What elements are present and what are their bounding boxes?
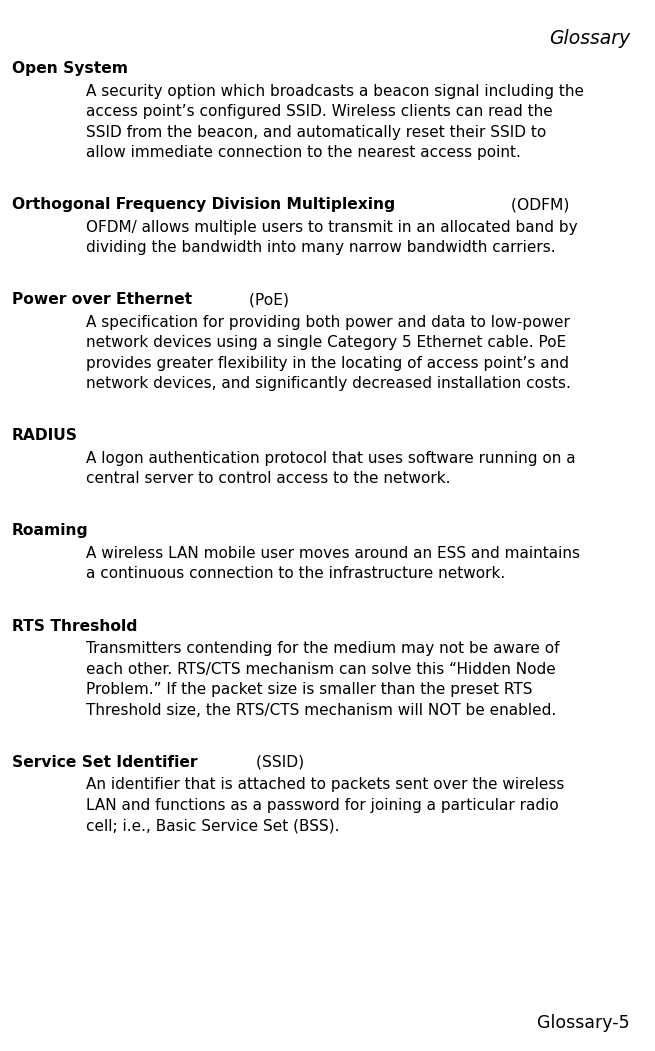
Text: Glossary-5: Glossary-5 (538, 1014, 630, 1032)
Text: A security option which broadcasts a beacon signal including the: A security option which broadcasts a bea… (86, 83, 584, 99)
Text: central server to control access to the network.: central server to control access to the … (86, 471, 451, 487)
Text: (PoE): (PoE) (244, 292, 290, 307)
Text: dividing the bandwidth into many narrow bandwidth carriers.: dividing the bandwidth into many narrow … (86, 240, 556, 255)
Text: Power over Ethernet: Power over Ethernet (12, 292, 192, 307)
Text: cell; i.e., Basic Service Set (BSS).: cell; i.e., Basic Service Set (BSS). (86, 818, 340, 833)
Text: A wireless LAN mobile user moves around an ESS and maintains: A wireless LAN mobile user moves around … (86, 545, 580, 561)
Text: Orthogonal Frequency Division Multiplexing: Orthogonal Frequency Division Multiplexi… (12, 197, 395, 212)
Text: Glossary: Glossary (549, 29, 630, 48)
Text: OFDM/ allows multiple users to transmit in an allocated band by: OFDM/ allows multiple users to transmit … (86, 220, 578, 234)
Text: (ODFM): (ODFM) (506, 197, 569, 212)
Text: An identifier that is attached to packets sent over the wireless: An identifier that is attached to packet… (86, 777, 565, 792)
Text: LAN and functions as a password for joining a particular radio: LAN and functions as a password for join… (86, 798, 559, 812)
Text: each other. RTS/CTS mechanism can solve this “Hidden Node: each other. RTS/CTS mechanism can solve … (86, 661, 556, 677)
Text: RADIUS: RADIUS (12, 428, 78, 444)
Text: provides greater flexibility in the locating of access point’s and: provides greater flexibility in the loca… (86, 355, 569, 371)
Text: network devices using a single Category 5 Ethernet cable. PoE: network devices using a single Category … (86, 335, 567, 350)
Text: access point’s configured SSID. Wireless clients can read the: access point’s configured SSID. Wireless… (86, 104, 553, 119)
Text: (SSID): (SSID) (251, 755, 305, 769)
Text: network devices, and significantly decreased installation costs.: network devices, and significantly decre… (86, 376, 571, 391)
Text: allow immediate connection to the nearest access point.: allow immediate connection to the neares… (86, 145, 521, 160)
Text: Open System: Open System (12, 61, 128, 76)
Text: Roaming: Roaming (12, 523, 88, 538)
Text: Transmitters contending for the medium may not be aware of: Transmitters contending for the medium m… (86, 641, 560, 656)
Text: A specification for providing both power and data to low-power: A specification for providing both power… (86, 314, 571, 330)
Text: RTS Threshold: RTS Threshold (12, 618, 137, 634)
Text: a continuous connection to the infrastructure network.: a continuous connection to the infrastru… (86, 566, 506, 581)
Text: Problem.” If the packet size is smaller than the preset RTS: Problem.” If the packet size is smaller … (86, 682, 533, 697)
Text: Threshold size, the RTS/CTS mechanism will NOT be enabled.: Threshold size, the RTS/CTS mechanism wi… (86, 702, 557, 718)
Text: SSID from the beacon, and automatically reset their SSID to: SSID from the beacon, and automatically … (86, 124, 547, 140)
Text: A logon authentication protocol that uses software running on a: A logon authentication protocol that use… (86, 451, 576, 466)
Text: Service Set Identifier: Service Set Identifier (12, 755, 197, 769)
